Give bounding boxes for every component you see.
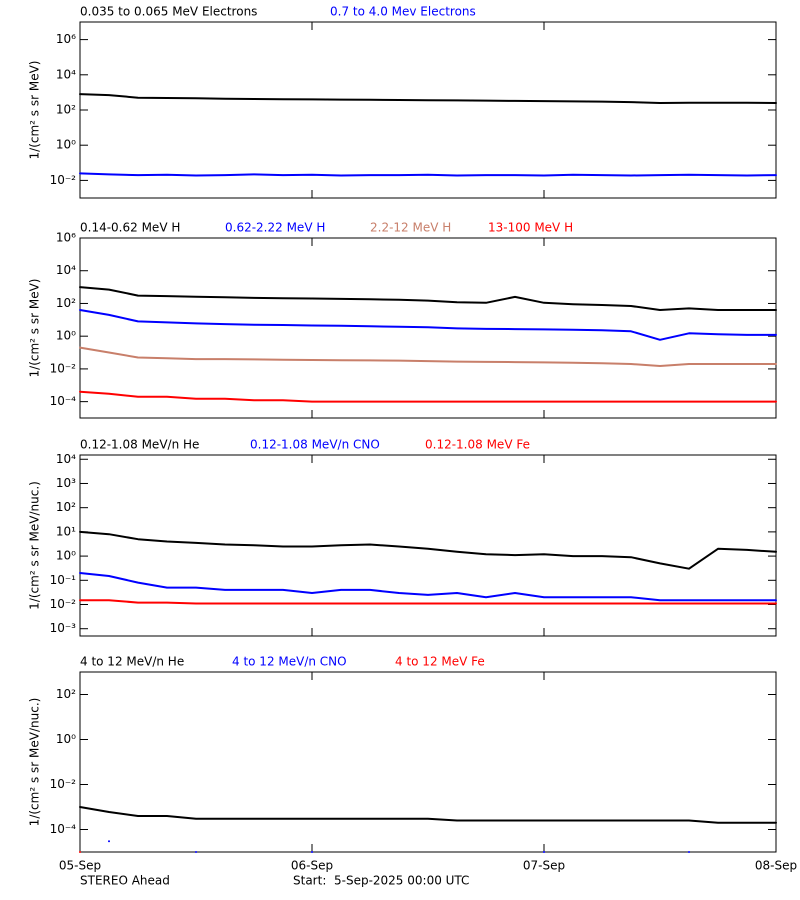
- y-tick-label: 10⁴: [56, 452, 76, 466]
- series-line: [79, 172, 777, 177]
- legend-entry: 4 to 12 MeV/n He: [80, 655, 184, 669]
- legend-entry: 0.7 to 4.0 Mev Electrons: [330, 5, 476, 19]
- series-line: [79, 286, 777, 311]
- y-tick-label: 10⁰: [56, 329, 76, 343]
- y-tick-label: 10⁻⁴: [50, 394, 77, 408]
- y-tick-label: 10⁰: [56, 138, 76, 152]
- y-tick-label: 10⁰: [56, 549, 76, 563]
- mission-label: STEREO Ahead: [80, 874, 170, 888]
- y-tick-label: 10⁻²: [50, 173, 77, 187]
- y-tick-label: 10⁴: [56, 263, 76, 277]
- x-tick-label: 07-Sep: [523, 859, 565, 873]
- y-tick-label: 10⁻⁴: [50, 822, 77, 836]
- legend-entry: 4 to 12 MeV/n CNO: [232, 655, 347, 669]
- y-tick-label: 10⁻²: [50, 597, 77, 611]
- series-line: [79, 572, 777, 602]
- series-line: [79, 346, 777, 367]
- y-tick-label: 10⁻²: [50, 361, 77, 375]
- legend-entry: 0.12-1.08 MeV Fe: [425, 438, 530, 452]
- legend-entry: 0.14-0.62 MeV H: [80, 221, 180, 235]
- start-label: Start: 5-Sep-2025 00:00 UTC: [293, 874, 469, 888]
- y-axis-label: 1/(cm² s sr MeV): [28, 61, 42, 160]
- legend-entry: 2.2-12 MeV H: [370, 221, 451, 235]
- plot-frame: [79, 454, 777, 637]
- y-tick-label: 10⁶: [56, 32, 76, 46]
- series-line: [79, 309, 777, 341]
- y-tick-label: 10⁴: [56, 67, 76, 81]
- plot-frame: [79, 671, 777, 853]
- series-line: [79, 530, 777, 570]
- y-tick-label: 10¹: [56, 524, 76, 538]
- y-tick-label: 10⁰: [56, 732, 76, 746]
- y-tick-label: 10³: [56, 476, 76, 490]
- y-axis-label: 1/(cm² s sr MeV): [28, 279, 42, 378]
- series-line: [108, 840, 691, 853]
- x-tick-label: 06-Sep: [291, 859, 333, 873]
- series-line: [79, 599, 777, 605]
- y-tick-label: 10²: [56, 500, 76, 514]
- series-line: [79, 390, 777, 403]
- y-axis-label: 1/(cm² s sr MeV/nuc.): [28, 698, 42, 827]
- plot-frame: [79, 237, 777, 419]
- x-tick-label: 05-Sep: [59, 859, 101, 873]
- legend-entry: 0.12-1.08 MeV/n CNO: [250, 438, 380, 452]
- legend-entry: 13-100 MeV H: [488, 221, 573, 235]
- plot-frame: [79, 21, 777, 199]
- y-tick-label: 10²: [56, 296, 76, 310]
- legend-entry: 0.62-2.22 MeV H: [225, 221, 325, 235]
- y-tick-label: 10⁶: [56, 231, 76, 245]
- series-line: [79, 93, 777, 104]
- y-tick-label: 10²: [56, 687, 76, 701]
- legend-entry: 0.035 to 0.065 MeV Electrons: [80, 5, 257, 19]
- legend-entry: 4 to 12 MeV Fe: [395, 655, 485, 669]
- y-axis-label: 1/(cm² s sr MeV/nuc.): [28, 481, 42, 610]
- y-tick-label: 10⁻¹: [50, 573, 77, 587]
- legend-entry: 0.12-1.08 MeV/n He: [80, 438, 199, 452]
- y-tick-label: 10⁻³: [50, 621, 77, 635]
- x-tick-label: 08-Sep: [755, 859, 797, 873]
- y-tick-label: 10²: [56, 103, 76, 117]
- series-line: [79, 806, 777, 824]
- y-tick-label: 10⁻²: [50, 777, 77, 791]
